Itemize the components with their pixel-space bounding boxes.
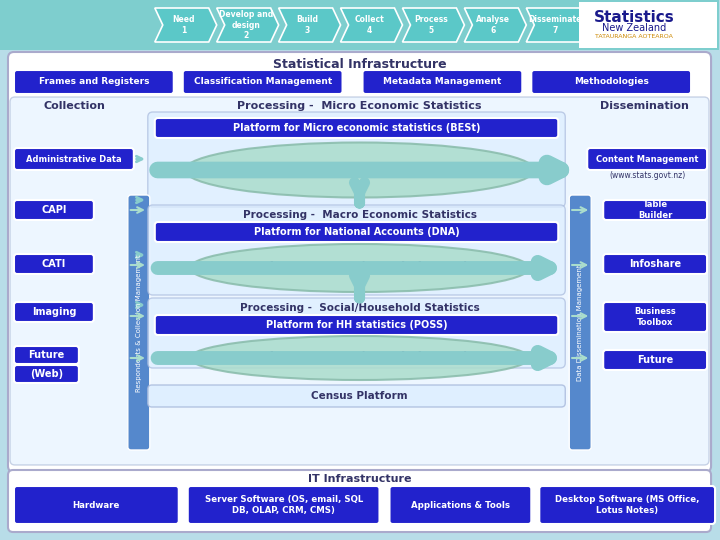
Text: New Zealand: New Zealand xyxy=(602,23,666,33)
Text: Respondents & Collection Management: Respondents & Collection Management xyxy=(136,254,142,392)
Polygon shape xyxy=(464,8,526,42)
Bar xyxy=(579,2,717,48)
Text: Imaging: Imaging xyxy=(32,307,76,317)
Polygon shape xyxy=(402,8,464,42)
FancyBboxPatch shape xyxy=(128,195,150,450)
Text: Hardware: Hardware xyxy=(73,501,120,510)
Text: Future: Future xyxy=(637,355,673,365)
Text: Frames and Registers: Frames and Registers xyxy=(39,78,149,86)
Text: Processing -  Macro Economic Statistics: Processing - Macro Economic Statistics xyxy=(243,210,477,220)
Text: Data Dissemination Management: Data Dissemination Management xyxy=(577,265,583,381)
FancyBboxPatch shape xyxy=(603,254,707,274)
FancyBboxPatch shape xyxy=(8,52,711,472)
Polygon shape xyxy=(526,8,588,42)
FancyBboxPatch shape xyxy=(14,148,134,170)
Text: Future: Future xyxy=(28,350,65,360)
FancyBboxPatch shape xyxy=(14,254,94,274)
Polygon shape xyxy=(155,8,217,42)
Text: Build
3: Build 3 xyxy=(297,15,318,35)
Text: Dissemination: Dissemination xyxy=(600,101,688,111)
Text: (www.stats.govt.nz): (www.stats.govt.nz) xyxy=(609,171,685,179)
FancyBboxPatch shape xyxy=(14,200,94,220)
FancyBboxPatch shape xyxy=(390,486,531,524)
FancyBboxPatch shape xyxy=(183,70,343,94)
Text: Applications & Tools: Applications & Tools xyxy=(411,501,510,510)
Text: Other systems (mostly legacy): Other systems (mostly legacy) xyxy=(251,352,467,365)
Text: Metadata Management: Metadata Management xyxy=(383,78,502,86)
FancyBboxPatch shape xyxy=(603,200,707,220)
Text: Other systems (mostly legacy): Other systems (mostly legacy) xyxy=(251,164,467,177)
Text: (Web): (Web) xyxy=(30,369,63,379)
Text: Administrative Data: Administrative Data xyxy=(26,154,122,164)
FancyBboxPatch shape xyxy=(588,148,707,170)
FancyBboxPatch shape xyxy=(531,70,691,94)
FancyBboxPatch shape xyxy=(148,112,565,207)
FancyBboxPatch shape xyxy=(363,70,522,94)
Bar xyxy=(0,0,719,50)
Text: CAPI: CAPI xyxy=(41,205,67,215)
FancyBboxPatch shape xyxy=(539,486,715,524)
FancyBboxPatch shape xyxy=(603,350,707,370)
Text: Statistical Infrastructure: Statistical Infrastructure xyxy=(273,57,446,71)
Text: Census Platform: Census Platform xyxy=(311,391,408,401)
Text: Statistics: Statistics xyxy=(594,10,675,25)
Text: Table
Builder: Table Builder xyxy=(638,200,672,220)
Text: Processing -  Social/Household Statistics: Processing - Social/Household Statistics xyxy=(240,303,480,313)
Text: Processing -  Micro Economic Statistics: Processing - Micro Economic Statistics xyxy=(238,101,482,111)
FancyBboxPatch shape xyxy=(155,118,558,138)
Text: Business
Toolbox: Business Toolbox xyxy=(634,307,676,327)
FancyBboxPatch shape xyxy=(155,222,558,242)
Text: Content Management: Content Management xyxy=(596,154,698,164)
Text: CATI: CATI xyxy=(42,259,66,269)
Text: Collection: Collection xyxy=(44,101,106,111)
Text: IT Infrastructure: IT Infrastructure xyxy=(307,474,411,484)
Polygon shape xyxy=(217,8,279,42)
FancyBboxPatch shape xyxy=(14,70,174,94)
Text: Disseminate
7: Disseminate 7 xyxy=(528,15,582,35)
Text: Platform for HH statistics (POSS): Platform for HH statistics (POSS) xyxy=(266,320,447,330)
Text: Process
5: Process 5 xyxy=(415,15,449,35)
Text: Collect
4: Collect 4 xyxy=(355,15,384,35)
Polygon shape xyxy=(279,8,341,42)
Text: Server Software (OS, email, SQL
DB, OLAP, CRM, CMS): Server Software (OS, email, SQL DB, OLAP… xyxy=(204,495,363,515)
FancyBboxPatch shape xyxy=(148,205,565,295)
Text: Platform for Micro economic statistics (BESt): Platform for Micro economic statistics (… xyxy=(233,123,480,133)
Text: Classification Management: Classification Management xyxy=(194,78,332,86)
Polygon shape xyxy=(341,8,402,42)
FancyBboxPatch shape xyxy=(10,97,709,465)
FancyBboxPatch shape xyxy=(14,302,94,322)
Text: Other systems (mostly legacy): Other systems (mostly legacy) xyxy=(251,261,467,274)
FancyBboxPatch shape xyxy=(148,298,565,368)
Ellipse shape xyxy=(190,244,529,292)
FancyBboxPatch shape xyxy=(188,486,379,524)
Text: Platform for National Accounts (DNA): Platform for National Accounts (DNA) xyxy=(253,227,459,237)
FancyBboxPatch shape xyxy=(14,346,79,364)
Ellipse shape xyxy=(185,143,534,198)
Text: Analyse
6: Analyse 6 xyxy=(477,15,510,35)
Text: Need
1: Need 1 xyxy=(173,15,195,35)
FancyBboxPatch shape xyxy=(603,302,707,332)
Text: Desktop Software (MS Office,
Lotus Notes): Desktop Software (MS Office, Lotus Notes… xyxy=(555,495,699,515)
Text: Infoshare: Infoshare xyxy=(629,259,681,269)
Text: Develop and
design
2: Develop and design 2 xyxy=(219,10,273,40)
Ellipse shape xyxy=(190,336,529,380)
FancyBboxPatch shape xyxy=(148,385,565,407)
FancyBboxPatch shape xyxy=(155,315,558,335)
FancyBboxPatch shape xyxy=(8,470,711,532)
FancyBboxPatch shape xyxy=(570,195,591,450)
Text: TATAURANGA AOTEAROA: TATAURANGA AOTEAROA xyxy=(595,33,673,38)
FancyBboxPatch shape xyxy=(14,486,179,524)
Text: Methodologies: Methodologies xyxy=(574,78,649,86)
FancyBboxPatch shape xyxy=(14,365,79,383)
